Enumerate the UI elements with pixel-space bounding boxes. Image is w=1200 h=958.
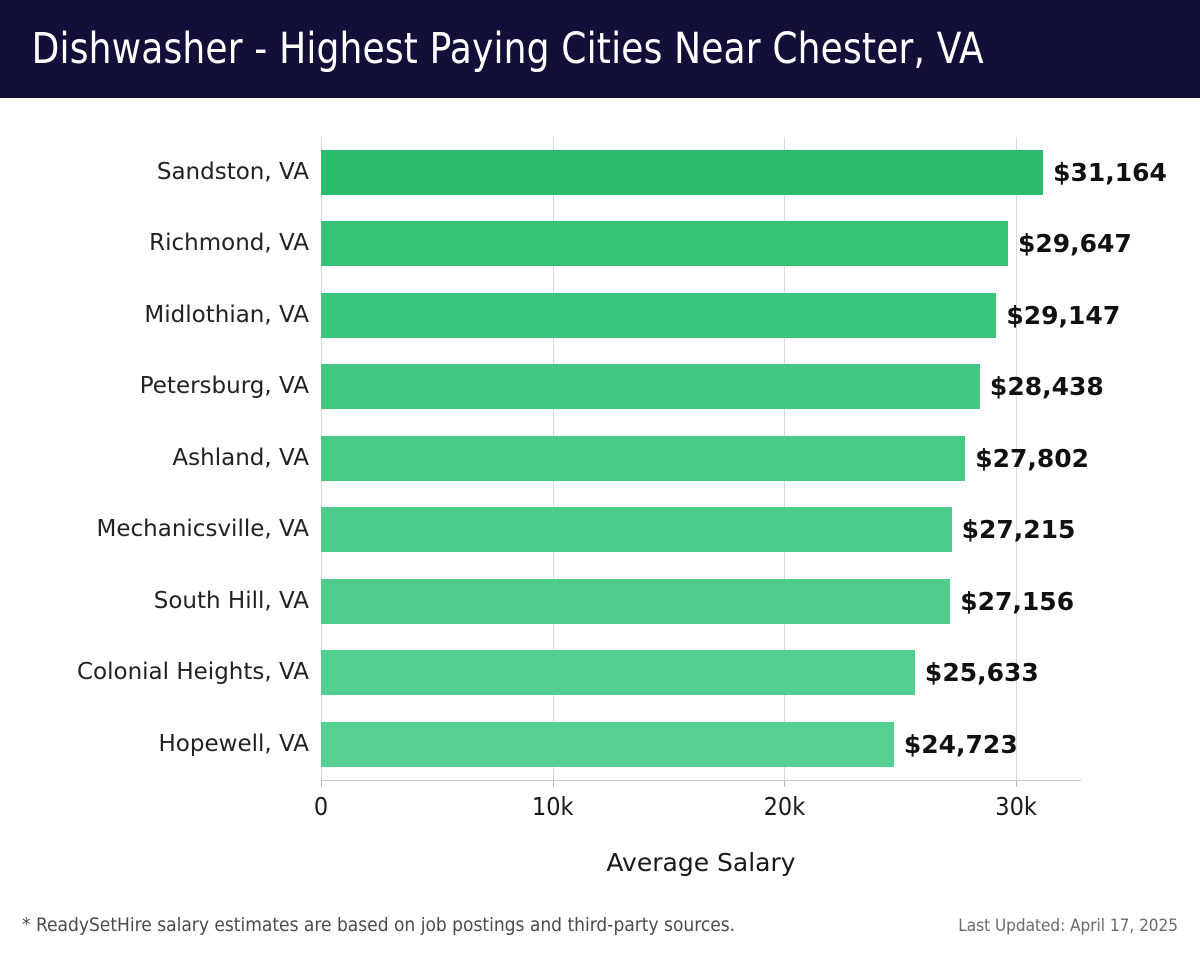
footnote-text: * ReadySetHire salary estimates are base… <box>22 914 736 936</box>
x-axis-line <box>321 780 1081 781</box>
y-axis-category-label: Midlothian, VA <box>144 301 309 328</box>
bar-value-label: $24,723 <box>903 729 1018 759</box>
y-axis-category-label: Colonial Heights, VA <box>77 659 309 686</box>
x-axis-title: Average Salary <box>606 848 796 877</box>
x-tick-label: 30k <box>995 792 1037 821</box>
bar[interactable] <box>321 721 894 767</box>
bar[interactable] <box>321 221 1008 267</box>
bar-row[interactable]: $27,156 South Hill, VA <box>154 566 1081 637</box>
bar-row[interactable]: $29,647 Richmond, VA <box>149 208 1132 279</box>
x-tick-mark <box>321 780 322 787</box>
bar[interactable] <box>321 150 1044 195</box>
y-axis-category-label: Hopewell, VA <box>158 730 309 757</box>
bar-chart: 0 10k 20k 30k $31,164 Sandston, VA $29,647 Rich… <box>0 98 1200 898</box>
plot-area: 0 10k 20k 30k $31,164 Sandston, VA $29,647 Rich… <box>77 137 1167 821</box>
y-axis-category-label: Sandston, VA <box>156 159 309 185</box>
bar-value-label: $31,164 <box>1053 158 1167 187</box>
bar-row[interactable]: $27,802 Ashland, VA <box>172 423 1089 494</box>
bar[interactable] <box>321 435 966 481</box>
bar-value-label: $29,147 <box>1006 300 1121 330</box>
x-tick-mark <box>552 780 554 787</box>
bar-value-label: $27,156 <box>960 586 1075 616</box>
y-axis-category-label: South Hill, VA <box>153 587 309 614</box>
bar-value-label: $28,438 <box>989 372 1104 402</box>
x-tick-label: 20k <box>763 792 806 821</box>
bar-row[interactable]: $24,723 Hopewell, VA <box>159 709 1081 780</box>
bar-row[interactable]: $29,147 Midlothian, VA <box>144 280 1120 351</box>
bar-value-label: $25,633 <box>924 658 1039 688</box>
bar-row[interactable]: $25,633 Colonial Heights, VA <box>77 637 1081 708</box>
bar-value-label: $29,647 <box>1017 229 1132 259</box>
x-tick-label: 0 <box>313 792 329 821</box>
chart-header-banner: Dishwasher - Highest Paying Cities Near … <box>0 0 1200 98</box>
bar-row[interactable]: $31,164 Sandston, VA <box>157 137 1167 208</box>
bar[interactable] <box>321 650 915 696</box>
bar[interactable] <box>321 578 951 624</box>
x-tick-mark <box>1016 780 1018 787</box>
y-axis-category-label: Richmond, VA <box>149 230 309 257</box>
x-gridline <box>1016 137 1018 780</box>
y-axis-category-label: Petersburg, VA <box>139 373 309 400</box>
bar[interactable] <box>321 364 980 410</box>
bar-row[interactable]: $27,215 Mechanicsville, VA <box>97 494 1081 565</box>
chart-footer: * ReadySetHire salary estimates are base… <box>0 898 1200 958</box>
x-tick-label: 10k <box>531 792 574 821</box>
bar[interactable] <box>321 292 997 338</box>
page-title: Dishwasher - Highest Paying Cities Near … <box>31 24 984 74</box>
last-updated-text: Last Updated: April 17, 2025 <box>958 916 1178 936</box>
bar-value-label: $27,802 <box>975 443 1090 473</box>
y-axis-category-label: Mechanicsville, VA <box>96 516 309 543</box>
x-tick-mark <box>784 780 786 787</box>
y-axis-category-label: Ashland, VA <box>172 444 309 471</box>
bar[interactable] <box>321 507 952 553</box>
bar-value-label: $27,215 <box>961 515 1076 545</box>
bar-row[interactable]: $28,438 Petersburg, VA <box>140 351 1104 422</box>
